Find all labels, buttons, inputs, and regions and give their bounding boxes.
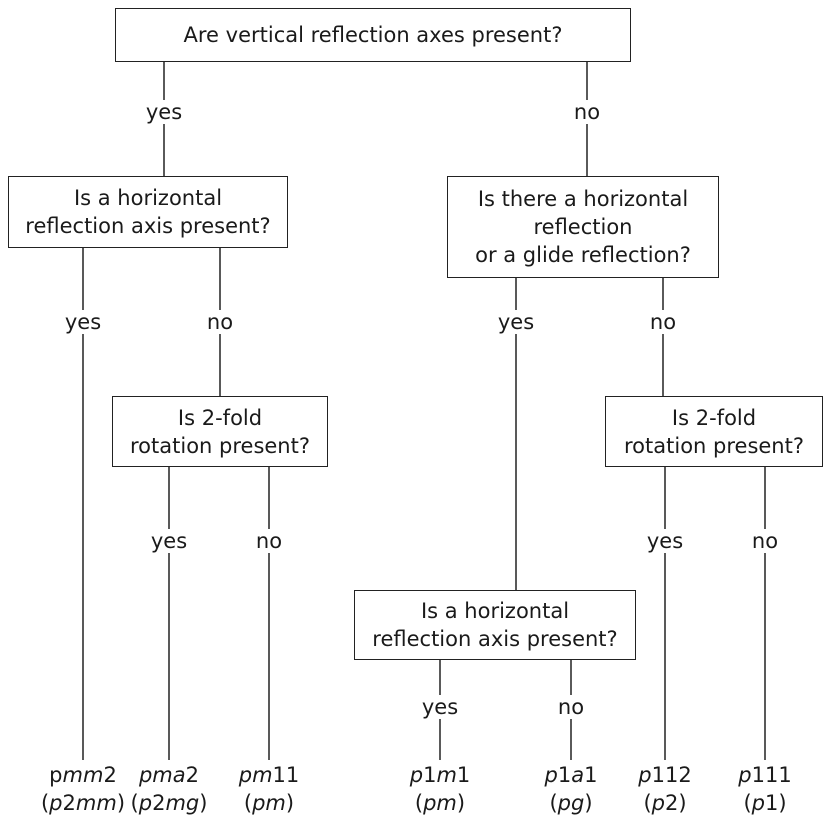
question-line: reflection axis present? xyxy=(25,214,271,238)
result-pma2: pma2 (p2mg) xyxy=(131,761,208,817)
question-line: Is a horizontal xyxy=(73,186,223,210)
label-top-yes: yes xyxy=(142,100,186,124)
text-segment: ( xyxy=(243,791,253,815)
label-left2fold-yes: yes xyxy=(147,529,191,553)
result-alt-symbol: (p2) xyxy=(638,789,691,817)
text-segment: ( xyxy=(643,791,652,815)
label-bottom-yes: yes xyxy=(418,695,462,719)
question-horizontal-reflection-bottom: Is a horizontal reflection axis present? xyxy=(354,590,636,660)
italic-segment: pm xyxy=(423,791,457,815)
label-bottom-no: no xyxy=(554,695,588,719)
result-alt-symbol: (pg) xyxy=(545,789,598,817)
label-right2fold-yes: yes xyxy=(643,529,687,553)
text-segment: 112 xyxy=(651,763,692,787)
text-segment: 1 xyxy=(584,763,598,787)
result-symbol: pmm2 xyxy=(41,761,125,789)
italic-segment: p xyxy=(738,763,752,787)
label-right-no: no xyxy=(646,310,680,334)
italic-segment: mm xyxy=(62,763,104,787)
question-line: or a glide reflection? xyxy=(475,243,691,267)
label-top-no: no xyxy=(570,100,604,124)
label-right2fold-no: no xyxy=(748,529,782,553)
italic-segment: a xyxy=(571,763,585,787)
result-alt-symbol: (p2mm) xyxy=(41,789,125,817)
italic-segment: p xyxy=(638,763,652,787)
italic-segment: mm xyxy=(75,791,117,815)
text-segment: ) xyxy=(584,791,593,815)
result-p111: p111 (p1) xyxy=(738,761,791,817)
text-segment: ( xyxy=(549,791,558,815)
italic-segment: m xyxy=(436,763,457,787)
text-segment: ( xyxy=(130,791,139,815)
text-segment: 1) xyxy=(764,791,787,815)
text-segment: 2 xyxy=(185,763,200,787)
question-line: Is a horizontal xyxy=(420,599,570,623)
text-segment: 111 xyxy=(751,763,792,787)
result-alt-symbol: (pm) xyxy=(410,789,471,817)
text-segment: ) xyxy=(116,791,126,815)
italic-segment: pma xyxy=(138,763,186,787)
result-p112: p112 (p2) xyxy=(638,761,691,817)
question-line: rotation present? xyxy=(130,433,310,458)
text-segment: 2 xyxy=(103,763,117,787)
text-segment: ) xyxy=(199,791,208,815)
question-2fold-rotation-right: Is 2-fold rotation present? xyxy=(605,396,823,467)
text-segment: 1 xyxy=(423,763,437,787)
question-horizontal-or-glide: Is there a horizontal reflection or a gl… xyxy=(447,176,719,278)
italic-segment: pg xyxy=(557,791,585,815)
text-segment: ) xyxy=(456,791,466,815)
label-right-yes: yes xyxy=(494,310,538,334)
italic-segment: pm xyxy=(238,763,273,787)
label-left2fold-no: no xyxy=(252,529,286,553)
question-line: reflection axis present? xyxy=(372,627,618,651)
italic-segment: p xyxy=(138,791,153,815)
italic-segment: p xyxy=(651,791,665,815)
result-alt-symbol: (p1) xyxy=(738,789,791,817)
text-segment: 1 xyxy=(557,763,572,787)
question-line: reflection xyxy=(533,215,633,239)
question-line: Is 2-fold xyxy=(671,405,757,430)
text-segment: 11 xyxy=(272,763,300,787)
result-alt-symbol: (pm) xyxy=(239,789,300,817)
text-segment: ( xyxy=(414,791,424,815)
italic-segment: p xyxy=(544,763,558,787)
result-alt-symbol: (p2mg) xyxy=(131,789,208,817)
text-segment: 2 xyxy=(62,791,76,815)
question-2fold-rotation-left: Is 2-fold rotation present? xyxy=(112,396,328,467)
question-line: Is there a horizontal xyxy=(477,187,689,211)
result-pm11: pm11 (pm) xyxy=(239,761,300,817)
result-symbol: p1a1 xyxy=(545,761,598,789)
text-segment: 2 xyxy=(152,791,166,815)
result-symbol: pm11 xyxy=(239,761,300,789)
result-pmm2: pmm2 (p2mm) xyxy=(41,761,125,817)
italic-segment: p xyxy=(49,791,63,815)
italic-segment: pm xyxy=(252,791,286,815)
result-symbol: pma2 xyxy=(131,761,208,789)
italic-segment: p xyxy=(409,763,424,787)
italic-segment: p xyxy=(751,791,765,815)
result-p1m1: p1m1 (pm) xyxy=(410,761,471,817)
result-symbol: p1m1 xyxy=(410,761,471,789)
text-segment: ( xyxy=(743,791,752,815)
text-segment: 1 xyxy=(456,763,471,787)
text-segment: p xyxy=(49,763,63,787)
text-segment: ( xyxy=(40,791,50,815)
label-left-yes: yes xyxy=(61,310,105,334)
label-left-no: no xyxy=(203,310,237,334)
result-p1a1: p1a1 (pg) xyxy=(545,761,598,817)
italic-segment: mg xyxy=(165,791,200,815)
question-line: rotation present? xyxy=(624,433,804,458)
question-line: Is 2-fold xyxy=(177,405,263,430)
text-segment: ) xyxy=(285,791,295,815)
question-vertical-reflection: Are vertical reflection axes present? xyxy=(115,8,631,62)
question-horizontal-reflection-left: Is a horizontal reflection axis present? xyxy=(8,176,288,248)
result-symbol: p112 xyxy=(638,761,691,789)
question-line: Are vertical reflection axes present? xyxy=(183,23,563,47)
result-symbol: p111 xyxy=(738,761,791,789)
text-segment: 2) xyxy=(664,791,687,815)
